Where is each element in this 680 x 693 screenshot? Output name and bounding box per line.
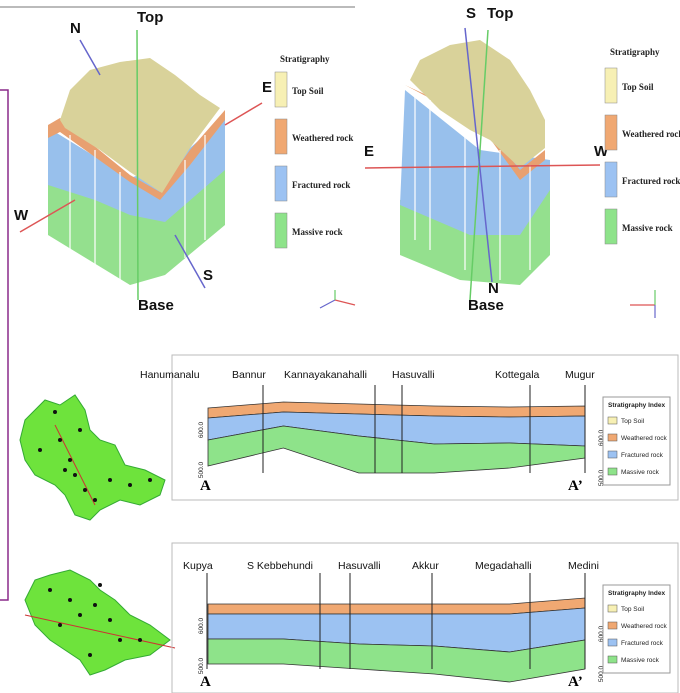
place-name: Megadahalli bbox=[475, 560, 532, 572]
map-point bbox=[78, 428, 82, 432]
legend-item: Massive rock bbox=[622, 223, 673, 233]
weathered-layer bbox=[208, 598, 585, 614]
axis-label: S bbox=[203, 267, 213, 284]
place-name: Kupya bbox=[183, 560, 213, 572]
axis-label: N bbox=[70, 20, 81, 37]
legend-title: Stratigraphy Index bbox=[608, 402, 665, 409]
axis-label: Base bbox=[138, 297, 174, 314]
map bbox=[20, 395, 175, 675]
place-name: Medini bbox=[568, 560, 599, 572]
legend-swatch bbox=[275, 166, 287, 201]
legend-item: Fractured rock bbox=[622, 176, 680, 186]
elevation-label: 500.0 bbox=[198, 461, 205, 478]
legend-item: Top Soil bbox=[621, 418, 645, 425]
section-start: A bbox=[200, 674, 211, 690]
legend-swatch bbox=[605, 162, 617, 197]
axis-label: Base bbox=[468, 297, 504, 314]
legend-item: Weathered rock bbox=[622, 129, 680, 139]
legend-item: Massive rock bbox=[621, 469, 660, 476]
map-point bbox=[58, 438, 62, 442]
map-point bbox=[128, 483, 132, 487]
map-point bbox=[73, 473, 77, 477]
legend-swatch bbox=[608, 451, 617, 458]
axis-label: S bbox=[466, 5, 476, 22]
legend-item: Massive rock bbox=[292, 227, 343, 237]
section-end: A’ bbox=[568, 478, 583, 494]
elevation-label: 600.0 bbox=[198, 421, 205, 438]
map-point bbox=[118, 638, 122, 642]
section-end: A’ bbox=[568, 674, 583, 690]
map-point bbox=[53, 410, 57, 414]
axis-label: Top bbox=[487, 5, 513, 22]
legend-swatch bbox=[605, 209, 617, 244]
map-point bbox=[78, 613, 82, 617]
model-3d bbox=[20, 30, 355, 308]
axis-label: N bbox=[488, 280, 499, 297]
legend-swatch bbox=[275, 72, 287, 107]
elevation-label: 500.0 bbox=[198, 657, 205, 674]
map-point bbox=[98, 583, 102, 587]
map-point bbox=[88, 653, 92, 657]
legend-item: Weathered rock bbox=[621, 623, 668, 630]
map-point bbox=[68, 598, 72, 602]
section-start: A bbox=[200, 478, 211, 494]
place-name: Hanumanalu bbox=[140, 369, 200, 381]
map-point bbox=[58, 623, 62, 627]
axis-label: E bbox=[262, 79, 272, 96]
legend-swatch bbox=[608, 622, 617, 629]
legend-swatch bbox=[608, 434, 617, 441]
legend-item: Top Soil bbox=[292, 86, 324, 96]
map-point bbox=[38, 448, 42, 452]
elevation-label: 600.0 bbox=[198, 617, 205, 634]
legend-swatch bbox=[608, 605, 617, 612]
legend-title: Stratigraphy Index bbox=[608, 590, 665, 597]
place-name: Akkur bbox=[412, 560, 439, 572]
legend-item: Weathered rock bbox=[621, 435, 668, 442]
figure: N Top E W S Base Stratigraphy Top Soil Weathered… bbox=[0, 0, 680, 693]
legend-swatch bbox=[275, 213, 287, 248]
map-point bbox=[108, 478, 112, 482]
place-name: Hasuvalli bbox=[338, 560, 381, 572]
map-point bbox=[68, 458, 72, 462]
map-point bbox=[63, 468, 67, 472]
map-point bbox=[148, 478, 152, 482]
legend-item: Fractured rock bbox=[292, 180, 350, 190]
legend-item: Fractured rock bbox=[621, 452, 664, 459]
place-name: Kannayakanahalli bbox=[284, 369, 367, 381]
legend-title: Stratigraphy bbox=[610, 47, 660, 57]
legend-swatch bbox=[608, 468, 617, 475]
map-point bbox=[93, 498, 97, 502]
place-name: S Kebbehundi bbox=[247, 560, 313, 572]
legend-item: Top Soil bbox=[622, 82, 654, 92]
legend-item: Weathered rock bbox=[292, 133, 353, 143]
legend-item: Fractured rock bbox=[621, 640, 664, 647]
legend-swatch bbox=[608, 656, 617, 663]
axis-label: W bbox=[14, 207, 29, 224]
legend-item: Top Soil bbox=[621, 606, 645, 613]
axis-label: E bbox=[364, 143, 374, 160]
legend-swatch bbox=[605, 115, 617, 150]
legend-swatch bbox=[608, 417, 617, 424]
legend-item: Massive rock bbox=[621, 657, 660, 664]
legend-swatch bbox=[275, 119, 287, 154]
axis-label: Top bbox=[137, 9, 163, 26]
place-name: Bannur bbox=[232, 369, 266, 381]
legend-swatch bbox=[608, 639, 617, 646]
map-point bbox=[138, 638, 142, 642]
place-name: Hasuvalli bbox=[392, 369, 435, 381]
map-point bbox=[93, 603, 97, 607]
legend-swatch bbox=[605, 68, 617, 103]
map-point bbox=[83, 488, 87, 492]
map-point bbox=[108, 618, 112, 622]
place-name: Mugur bbox=[565, 369, 595, 381]
map-point bbox=[48, 588, 52, 592]
place-name: Kottegala bbox=[495, 369, 540, 381]
legend-title: Stratigraphy bbox=[280, 54, 330, 64]
